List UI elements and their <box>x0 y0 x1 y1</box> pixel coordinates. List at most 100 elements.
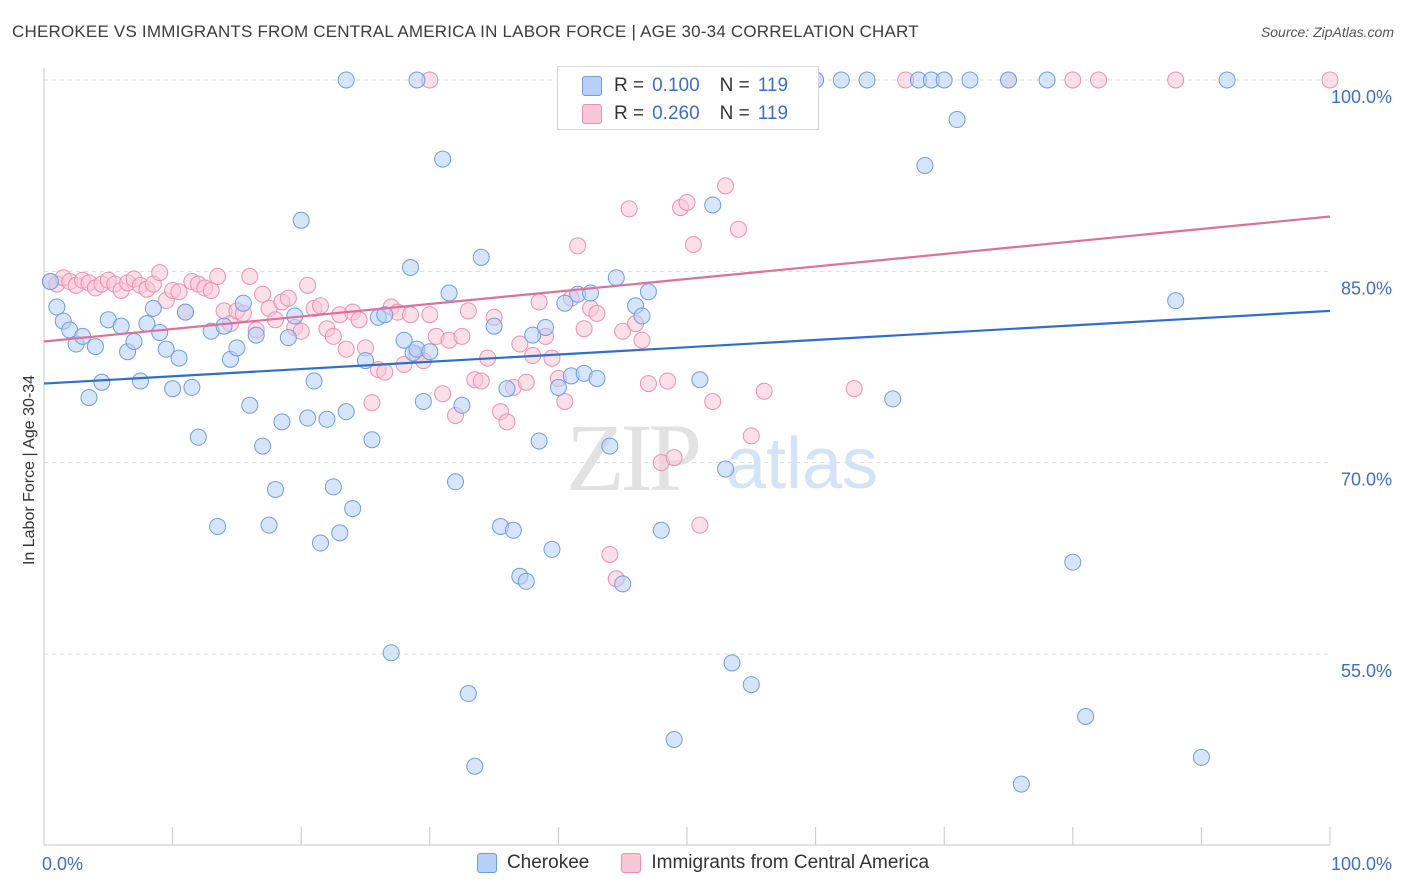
cherokee-point <box>382 644 400 662</box>
cherokee-point <box>704 196 722 214</box>
cherokee-point <box>176 303 194 321</box>
cherokee-point <box>537 318 555 336</box>
cherokee-point <box>86 338 104 356</box>
cherokee-point <box>112 317 130 335</box>
immigrants-point <box>376 363 394 381</box>
immigrants-point <box>498 413 516 431</box>
series-legend-immigrants[interactable]: Immigrants from Central America <box>621 852 929 874</box>
cherokee-point <box>723 654 741 672</box>
cherokee-point <box>337 403 355 421</box>
immigrants-point <box>151 264 169 282</box>
immigrants-point <box>601 546 619 564</box>
cherokee-point <box>472 248 490 266</box>
immigrants-point <box>241 267 259 285</box>
immigrants-point <box>170 283 188 301</box>
immigrants-point <box>543 349 561 367</box>
series-legend-label: Immigrants from Central America <box>651 852 930 873</box>
immigrants-point <box>755 382 773 400</box>
cherokee-point <box>916 156 934 174</box>
cherokee-point <box>742 676 760 694</box>
cherokee-point <box>402 259 420 277</box>
cherokee-point <box>1064 553 1082 571</box>
cherokee-point <box>151 324 169 342</box>
immigrants-point <box>324 327 342 345</box>
legend-row-immigrants: R = 0.260 N = 119 <box>582 103 788 125</box>
immigrants-point <box>1064 71 1082 89</box>
legend-swatch-pink <box>582 104 602 124</box>
immigrants-point <box>1167 71 1185 89</box>
cherokee-point <box>305 372 323 390</box>
immigrants-point <box>434 385 452 403</box>
cherokee-point <box>1192 748 1210 766</box>
legend-r-value: 0.260 <box>652 103 700 124</box>
cherokee-point <box>466 757 484 775</box>
immigrants-point <box>639 375 657 393</box>
immigrants-point <box>254 285 272 303</box>
cherokee-point <box>376 306 394 324</box>
x-tick-labels: 0.0% 100.0% <box>42 854 1392 874</box>
cherokee-point <box>241 396 259 414</box>
series-legend-label: Cherokee <box>506 852 590 873</box>
legend-swatch-blue <box>582 76 602 96</box>
cherokee-point <box>1038 71 1056 89</box>
immigrants-point <box>363 394 381 412</box>
immigrants-point <box>472 372 490 390</box>
cherokee-point <box>530 432 548 450</box>
immigrants-point <box>453 327 471 345</box>
immigrants-point <box>209 267 227 285</box>
immigrants-point <box>402 306 420 324</box>
immigrants-point <box>530 293 548 311</box>
cherokee-point <box>858 71 876 89</box>
cherokee-point <box>344 500 362 518</box>
immigrants-point <box>691 516 709 534</box>
x-tick-marks <box>43 827 1331 845</box>
cherokee-point <box>588 369 606 387</box>
y-tick-label: 85.0% <box>1341 278 1392 298</box>
cherokee-point <box>485 317 503 335</box>
cherokee-point <box>189 428 207 446</box>
cherokee-point <box>639 283 657 301</box>
legend-r-label: R = <box>614 103 645 124</box>
legend-n-value: 119 <box>757 103 789 124</box>
cherokee-point <box>601 437 619 455</box>
cherokee-point <box>131 372 149 390</box>
cherokee-point <box>1218 71 1236 89</box>
cherokee-point <box>215 317 233 335</box>
immigrants-point <box>1321 71 1339 89</box>
cherokee-point <box>234 294 252 312</box>
cherokee-point <box>337 71 355 89</box>
immigrants-trend-line <box>43 215 1331 343</box>
immigrants-point <box>665 449 683 467</box>
chart-source: Source: ZipAtlas.com <box>1260 24 1394 40</box>
cherokee-point <box>324 478 342 496</box>
cherokee-point <box>607 269 625 287</box>
legend-n-value: 119 <box>757 75 789 96</box>
cherokee-point <box>170 349 188 367</box>
immigrants-point <box>311 297 329 315</box>
cherokee-point <box>299 409 317 427</box>
immigrants-point <box>569 237 587 255</box>
y-axis-label: In Labor Force | Age 30-34 <box>21 374 38 566</box>
y-tick-labels: 100.0% 85.0% 70.0% 55.0% <box>1331 87 1392 681</box>
cherokee-point <box>453 396 471 414</box>
series-legend-cherokee[interactable]: Cherokee <box>476 852 590 874</box>
legend-r-label: R = <box>614 75 645 96</box>
cherokee-point <box>80 389 98 407</box>
y-tick-label: 55.0% <box>1341 661 1392 681</box>
cherokee-point <box>1000 71 1017 89</box>
immigrants-point <box>350 311 368 329</box>
series-legend: Cherokee Immigrants from Central America <box>0 852 1406 874</box>
cherokee-point <box>884 390 902 408</box>
cherokee-point <box>395 331 413 349</box>
cherokee-point <box>273 413 291 431</box>
cherokee-point <box>157 340 175 358</box>
cherokee-point <box>652 521 670 539</box>
cherokee-point <box>247 326 265 344</box>
immigrants-point <box>717 177 735 195</box>
cherokee-point <box>408 71 426 89</box>
legend-row-cherokee: R = 0.100 N = 119 <box>582 75 788 97</box>
cherokee-point <box>543 540 561 558</box>
cherokee-point <box>717 460 735 478</box>
immigrants-point <box>659 372 677 390</box>
cherokee-point <box>331 524 349 542</box>
